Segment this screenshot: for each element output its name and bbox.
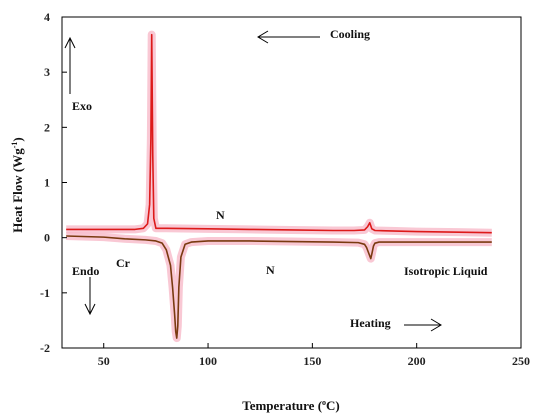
annotation-heating: Heating (350, 316, 391, 330)
annotation-cooling: Cooling (330, 27, 370, 41)
x-axis-label-suffix: C) (326, 398, 340, 413)
annotation-exo: Exo (72, 99, 92, 113)
x-tick-label: 50 (98, 354, 110, 368)
x-tick-label: 200 (408, 354, 426, 368)
curves-layer (66, 30, 492, 343)
y-tick-label: 0 (44, 231, 50, 245)
x-axis-label-prefix: Temperature ( (242, 398, 322, 413)
y-axis-label-prefix: Heat Flow (Wg (10, 148, 25, 233)
y-tick-label: -2 (40, 341, 50, 355)
heating-arrow-icon (404, 318, 442, 332)
x-axis-label-sup: o (322, 398, 326, 407)
y-tick-label: 2 (44, 120, 50, 134)
y-tick-label: 1 (44, 176, 50, 190)
annotation-endo: Endo (72, 264, 99, 278)
series-cooling-glow (66, 30, 492, 237)
annotation-isotropic: Isotropic Liquid (404, 264, 488, 278)
ticks-layer: 50 100 150 200 250 -2 -1 0 1 2 3 4 (40, 10, 530, 368)
y-axis-label: Heat Flow (Wg-1) (10, 137, 25, 233)
x-tick-label: 100 (199, 354, 217, 368)
annotation-n-upper: N (216, 208, 225, 222)
plot-frame (61, 16, 522, 349)
y-axis-label-sup: -1 (10, 142, 19, 149)
y-axis-label-suffix: ) (10, 137, 25, 141)
series-heating-line (66, 235, 492, 339)
annotation-n-lower: N (266, 263, 275, 277)
y-tick-label: 4 (44, 10, 50, 24)
annotation-cr: Cr (116, 256, 131, 270)
x-tick-label: 250 (512, 354, 530, 368)
cooling-arrow-icon (257, 30, 320, 44)
endo-arrow-icon (84, 277, 96, 316)
x-tick-label: 150 (303, 354, 321, 368)
y-tick-label: -1 (40, 286, 50, 300)
series-cooling-line (66, 33, 492, 234)
x-axis-label: Temperature (oC) (242, 398, 340, 413)
series-heating-glow (66, 232, 492, 343)
exo-arrow-icon (64, 36, 76, 94)
y-tick-label: 3 (44, 65, 50, 79)
